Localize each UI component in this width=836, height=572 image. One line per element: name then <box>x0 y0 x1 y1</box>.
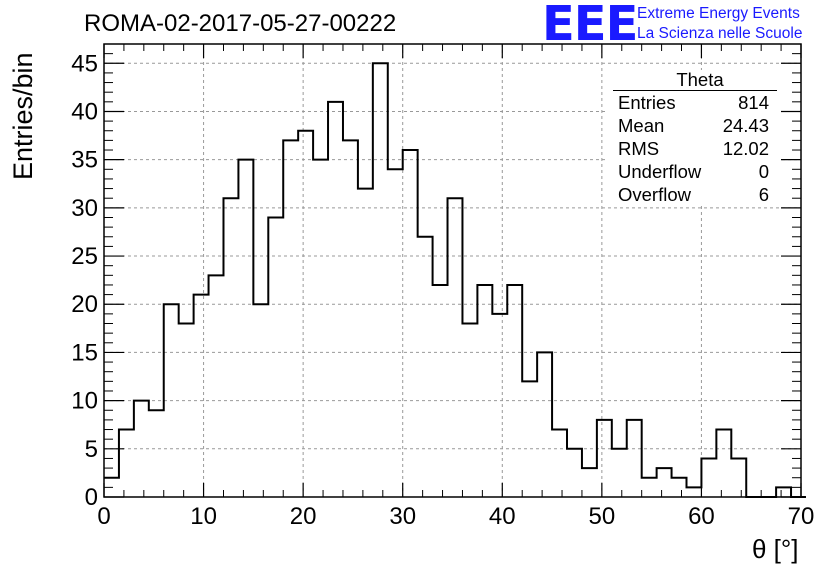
histogram-bin <box>582 468 597 497</box>
histogram-bin <box>388 169 403 497</box>
histogram-bin <box>358 189 373 497</box>
grid-lines <box>104 44 801 497</box>
stats-label: Entries <box>618 92 676 113</box>
stats-value: 0 <box>758 161 769 182</box>
y-tick-label: 20 <box>71 291 98 318</box>
histogram-bin <box>238 160 253 497</box>
stats-value: 12.02 <box>722 138 769 159</box>
histogram-bin <box>373 63 388 497</box>
stats-row-underflow: Underflow 0 <box>607 160 779 183</box>
histogram-bin <box>209 275 224 497</box>
y-tick-label: 25 <box>71 243 98 270</box>
y-tick-label: 10 <box>71 388 98 415</box>
y-tick-label: 15 <box>71 339 98 366</box>
histogram-bin <box>328 102 343 497</box>
histogram-outline <box>104 62 806 498</box>
x-tick-label: 20 <box>290 503 317 530</box>
histogram-bin <box>672 478 687 497</box>
histogram-bin <box>716 430 731 497</box>
x-tick-label: 0 <box>97 503 110 530</box>
histogram-bars <box>104 62 806 498</box>
histogram-bin <box>194 295 209 497</box>
histogram-bin <box>313 160 328 497</box>
plot-frame <box>103 43 802 498</box>
histogram-bin <box>776 487 791 497</box>
y-tick-label: 40 <box>71 98 98 125</box>
y-tick-label: 45 <box>71 50 98 77</box>
stats-label: Mean <box>618 115 665 136</box>
histogram-bin <box>268 217 283 497</box>
histogram-bin <box>627 420 642 497</box>
y-tick-label: 5 <box>85 436 98 463</box>
stats-title: Theta <box>613 70 777 91</box>
histogram-bin <box>477 285 492 497</box>
logo-caption: Extreme Energy Events La Scienza nelle S… <box>637 4 802 44</box>
stats-row-overflow: Overflow 6 <box>607 183 779 206</box>
histogram-bin <box>537 352 552 497</box>
eee-logo: EEE <box>542 0 638 52</box>
histogram-bin <box>642 478 657 497</box>
histogram-bin <box>433 285 448 497</box>
logo-caption-line1: Extreme Energy Events <box>637 5 800 22</box>
x-tick-label: 60 <box>688 503 715 530</box>
stats-row-rms: RMS 12.02 <box>607 137 779 160</box>
x-tick-label: 70 <box>788 503 815 530</box>
histogram-bin <box>448 198 463 497</box>
histogram-bin <box>597 420 612 497</box>
histogram-bin <box>283 140 298 497</box>
x-tick-label: 10 <box>190 503 217 530</box>
x-tick-label: 30 <box>389 503 416 530</box>
histogram-bin <box>701 458 716 497</box>
y-tick-label: 0 <box>85 484 98 511</box>
y-tick-label: 35 <box>71 147 98 174</box>
x-tick-label: 50 <box>589 503 616 530</box>
histogram-bin <box>657 468 672 497</box>
stats-rows: Entries 814 Mean 24.43 RMS 12.02 Underflow 0 Ove… <box>607 91 779 206</box>
histogram-bin <box>567 449 582 497</box>
histogram-bin <box>403 150 418 497</box>
histogram-bin <box>552 430 567 497</box>
y-tick-label: 30 <box>71 195 98 222</box>
histogram-bin <box>179 324 194 497</box>
histogram-bin <box>149 410 164 497</box>
x-axis-label: θ [°] <box>752 534 799 564</box>
stats-value: 6 <box>758 184 769 205</box>
stats-row-entries: Entries 814 <box>607 91 779 114</box>
x-tick-label: 40 <box>489 503 516 530</box>
histogram-bin <box>612 449 627 497</box>
histogram-bin <box>686 487 701 497</box>
stats-label: RMS <box>618 138 660 159</box>
histogram-bin <box>298 131 313 497</box>
plot-title: ROMA-02-2017-05-27-00222 <box>84 10 397 37</box>
histogram-bin <box>522 381 537 497</box>
histogram-bin <box>223 198 238 497</box>
stats-value: 24.43 <box>722 115 769 136</box>
stats-row-mean: Mean 24.43 <box>607 114 779 137</box>
stats-label: Underflow <box>618 161 702 182</box>
logo-caption-line2: La Scienza nelle Scuole <box>637 25 803 42</box>
stats-label: Overflow <box>618 184 691 205</box>
histogram-bin <box>462 324 477 497</box>
histogram-bin <box>731 458 746 497</box>
stats-box: Theta Entries 814 Mean 24.43 RMS 12.02 Underfl… <box>607 70 779 206</box>
y-axis-label: Entries/bin <box>8 52 38 180</box>
histogram-bin <box>418 237 433 497</box>
histogram-bin <box>343 140 358 497</box>
stats-value: 814 <box>738 92 769 113</box>
histogram-bin <box>119 430 134 497</box>
histogram-bin <box>492 314 507 497</box>
histogram-bin <box>507 285 522 497</box>
